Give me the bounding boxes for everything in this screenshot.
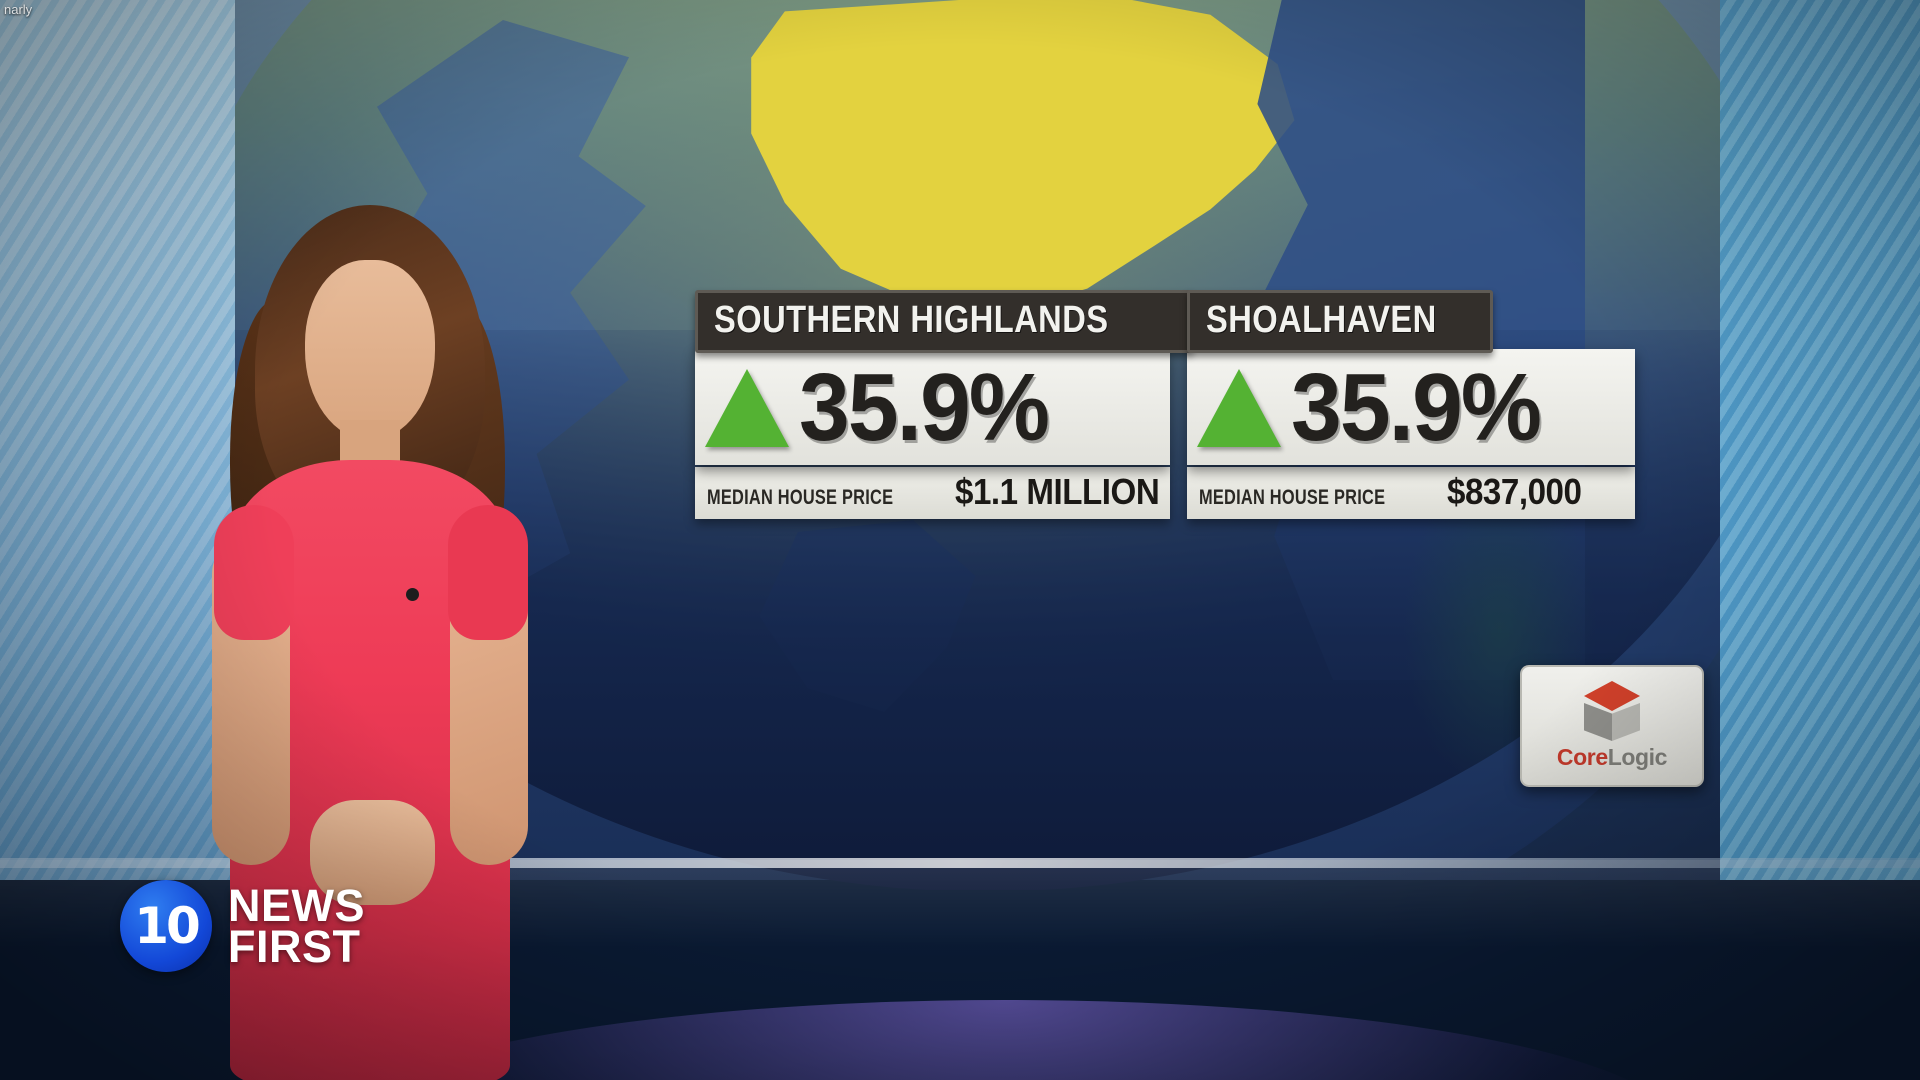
network-logo-bug: 10 NEWS FIRST	[120, 880, 365, 972]
presenter-hands	[310, 800, 435, 905]
region-name: SHOALHAVEN	[1206, 299, 1437, 341]
source-watermark: narly	[4, 2, 33, 17]
up-triangle-icon	[705, 369, 789, 447]
left-striped-panel	[0, 0, 235, 880]
wall-base-edge	[0, 858, 1920, 868]
corelogic-core-text: Core	[1556, 744, 1608, 770]
panel-header: SOUTHERN HIGHLANDS	[695, 290, 1192, 353]
metric-label: MEDIAN HOUSE PRICE	[1199, 486, 1386, 509]
up-triangle-icon	[1197, 369, 1281, 447]
corelogic-wordmark: CoreLogic	[1556, 744, 1668, 771]
corelogic-cube-icon	[1580, 681, 1644, 743]
channel-number: 10	[134, 897, 201, 955]
panel-body: 35.9%	[695, 349, 1170, 465]
news-presenter	[200, 205, 540, 1080]
presenter-sleeve-left	[214, 505, 294, 640]
change-percent: 35.9%	[799, 353, 1050, 461]
metric-label: MEDIAN HOUSE PRICE	[707, 486, 894, 509]
news-text: NEWS	[228, 879, 365, 931]
news-first-wordmark: NEWS FIRST	[228, 879, 365, 972]
lapel-microphone-icon	[406, 588, 419, 601]
map-nsw-state	[751, 0, 1295, 312]
panel-footer: MEDIAN HOUSE PRICE $1.1 MILLION	[695, 467, 1170, 519]
change-percent: 35.9%	[1291, 353, 1542, 461]
panel-footer: MEDIAN HOUSE PRICE $837,000	[1187, 467, 1635, 519]
metric-value: $837,000	[1446, 471, 1582, 512]
panel-body: 35.9%	[1187, 349, 1635, 465]
region-name: SOUTHERN HIGHLANDS	[714, 299, 1109, 341]
panel-header: SHOALHAVEN	[1187, 290, 1494, 353]
presenter-face	[305, 260, 435, 440]
corelogic-logic-text: Logic	[1607, 744, 1668, 770]
first-text: FIRST	[228, 921, 361, 972]
corelogic-source-logo: CoreLogic	[1520, 665, 1704, 787]
presenter-sleeve-right	[448, 505, 528, 640]
property-stats-graphic: SOUTHERN HIGHLANDS 35.9% MEDIAN HOUSE PR…	[695, 290, 1635, 540]
right-striped-panel	[1720, 0, 1920, 880]
stats-panel-southern-highlands: SOUTHERN HIGHLANDS 35.9% MEDIAN HOUSE PR…	[695, 290, 1192, 519]
stats-panel-shoalhaven: SHOALHAVEN 35.9% MEDIAN HOUSE PRICE $837…	[1187, 290, 1635, 519]
channel-ten-badge: 10	[120, 880, 212, 972]
metric-value: $1.1 MILLION	[954, 471, 1160, 512]
